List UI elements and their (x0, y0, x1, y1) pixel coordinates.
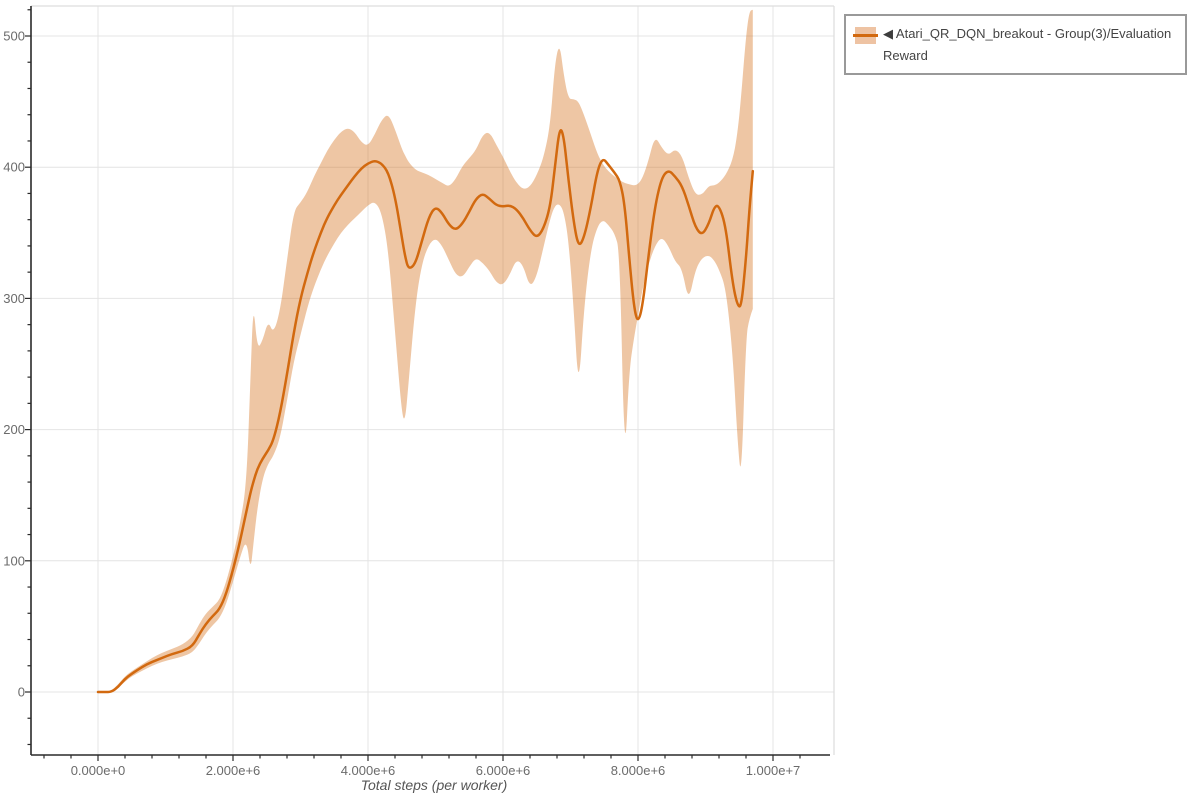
y-tick-label: 100 (3, 553, 25, 568)
x-tick-label: 6.000e+6 (476, 763, 531, 778)
y-tick-label: 400 (3, 160, 25, 175)
legend-label: Atari_QR_DQN_breakout - Group(3)/Evaluat… (883, 26, 1172, 63)
y-tick-label: 0 (18, 685, 25, 700)
y-tick-label: 500 (3, 29, 25, 44)
x-tick-label: 4.000e+6 (341, 763, 396, 778)
x-tick-label: 8.000e+6 (611, 763, 666, 778)
legend[interactable]: ◀ Atari_QR_DQN_breakout - Group(3)/Evalu… (844, 14, 1187, 75)
y-tick-label: 200 (3, 422, 25, 437)
series-layer (96, 9, 755, 694)
plot-area[interactable] (31, 6, 834, 755)
series-line-icon (853, 34, 878, 37)
gridlines (31, 6, 834, 755)
series-swatch-icon (853, 27, 878, 44)
y-tick-label: 300 (3, 291, 25, 306)
legend-entry: ◀ Atari_QR_DQN_breakout - Group(3)/Evalu… (883, 23, 1177, 67)
x-tick-label: 0.000e+0 (71, 763, 126, 778)
legend-marker-icon: ◀ (883, 26, 893, 41)
x-tick-label: 1.000e+7 (746, 763, 801, 778)
mean-line (96, 129, 755, 694)
x-tick-label: 2.000e+6 (206, 763, 261, 778)
confidence-band (98, 9, 753, 693)
x-axis-label: Total steps (per worker) (361, 777, 508, 793)
ticks (25, 9, 801, 761)
